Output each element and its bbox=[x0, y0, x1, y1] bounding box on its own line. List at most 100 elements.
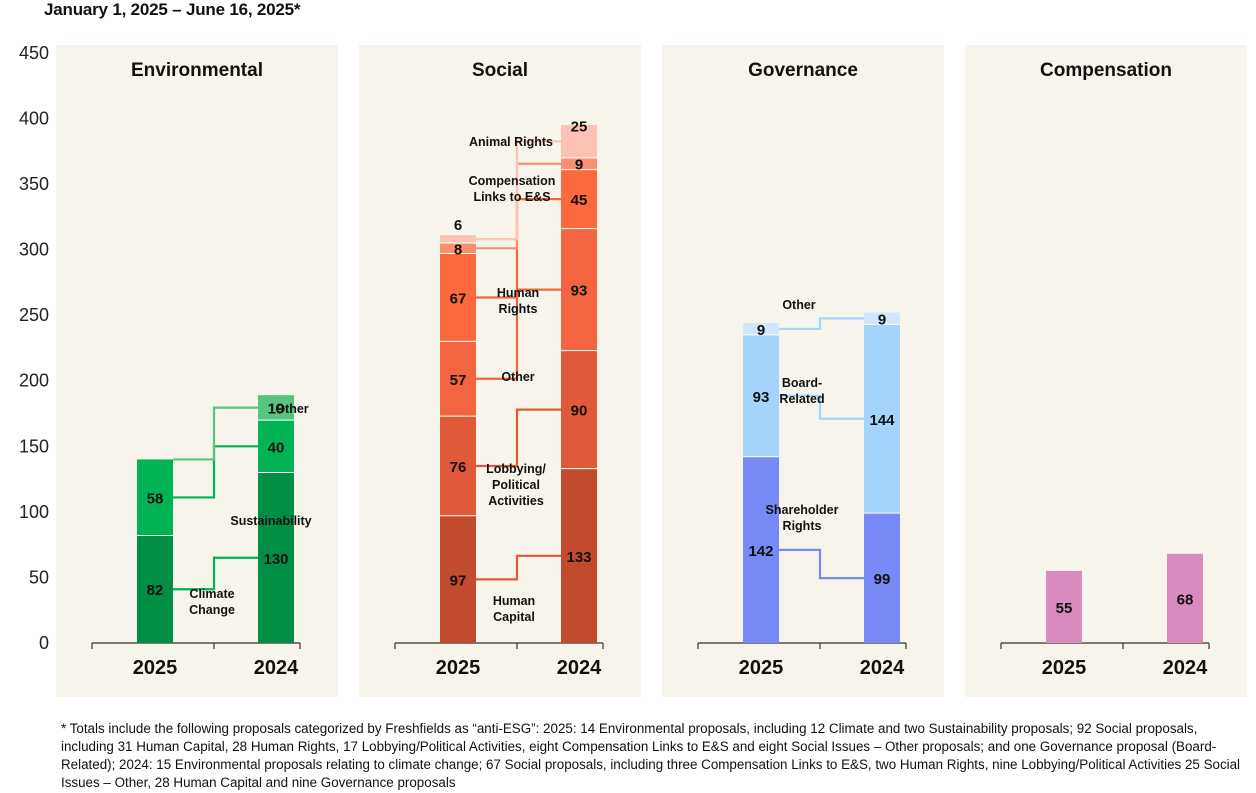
y-tick-label: 200 bbox=[19, 371, 49, 391]
panel-background bbox=[965, 45, 1247, 697]
series-connector-line bbox=[173, 445, 258, 499]
y-tick-label: 0 bbox=[39, 633, 49, 653]
bar-segment bbox=[1167, 553, 1203, 643]
series-label: Other bbox=[501, 370, 534, 384]
series-label: Climate bbox=[189, 587, 234, 601]
series-connector-line bbox=[779, 548, 864, 580]
y-tick-label: 50 bbox=[29, 567, 49, 587]
series-connector-line bbox=[173, 556, 258, 591]
data-label: 9 bbox=[757, 322, 765, 339]
series-connector-line bbox=[476, 140, 561, 241]
bar-segment bbox=[258, 395, 294, 421]
y-tick-label: 300 bbox=[19, 240, 49, 260]
data-label: 144 bbox=[869, 412, 895, 429]
bar-segment bbox=[561, 228, 597, 351]
bar-segment bbox=[743, 334, 779, 457]
series-connector-line bbox=[779, 317, 864, 331]
panel-title: Environmental bbox=[131, 60, 263, 81]
bar-segment bbox=[258, 472, 294, 643]
series-label: Other bbox=[275, 402, 308, 416]
series-connector-line bbox=[173, 406, 258, 461]
bar-segment bbox=[561, 169, 597, 229]
bar-segment bbox=[440, 341, 476, 417]
x-category-label: 2025 bbox=[1042, 657, 1087, 679]
series-label: Rights bbox=[499, 302, 538, 316]
bar-segment bbox=[137, 459, 173, 536]
series-label: Animal Rights bbox=[469, 135, 553, 149]
y-tick-label: 400 bbox=[19, 108, 49, 128]
series-label: Change bbox=[189, 603, 235, 617]
series-label: Human bbox=[497, 286, 539, 300]
data-label: 93 bbox=[753, 389, 770, 406]
bar-segment bbox=[258, 420, 294, 473]
data-label: 9 bbox=[878, 311, 886, 328]
data-label: 68 bbox=[1177, 591, 1194, 608]
bar-segment bbox=[440, 515, 476, 643]
x-category-label: 2025 bbox=[436, 657, 481, 679]
y-tick-label: 250 bbox=[19, 305, 49, 325]
x-category-label: 2024 bbox=[1163, 657, 1208, 679]
data-label: 6 bbox=[454, 217, 462, 234]
series-label: Rights bbox=[783, 519, 822, 533]
bar-segment bbox=[561, 157, 597, 170]
x-category-label: 2024 bbox=[557, 657, 602, 679]
x-category-label: 2025 bbox=[133, 657, 178, 679]
series-label: Human bbox=[493, 594, 535, 608]
y-tick-label: 450 bbox=[19, 43, 49, 63]
data-label: 58 bbox=[147, 490, 164, 507]
series-connector-line bbox=[476, 408, 561, 468]
panel-title: Social bbox=[472, 60, 528, 81]
series-connector-line bbox=[779, 394, 864, 420]
bar-segment bbox=[1046, 570, 1082, 643]
bar-segment bbox=[864, 312, 900, 325]
bar-segment bbox=[440, 416, 476, 516]
data-label: 97 bbox=[450, 572, 467, 589]
bar-segment bbox=[440, 235, 476, 244]
series-label: Compensation bbox=[469, 174, 556, 188]
bar-segment bbox=[440, 253, 476, 342]
panel-background bbox=[662, 45, 944, 697]
data-label: 133 bbox=[566, 549, 591, 566]
data-label: 19 bbox=[268, 401, 285, 418]
bar-segment bbox=[864, 324, 900, 514]
footnote: * Totals include the following proposals… bbox=[61, 721, 1241, 790]
data-label: 8 bbox=[454, 241, 462, 258]
data-label: 99 bbox=[874, 571, 891, 588]
series-label: Related bbox=[779, 392, 824, 406]
data-label: 90 bbox=[571, 403, 588, 420]
y-tick-label: 100 bbox=[19, 502, 49, 522]
data-label: 82 bbox=[147, 582, 164, 599]
bar-segment bbox=[561, 125, 597, 158]
data-label: 9 bbox=[575, 157, 583, 174]
data-label: 93 bbox=[571, 283, 588, 300]
data-label: 40 bbox=[268, 439, 285, 456]
x-category-label: 2024 bbox=[860, 657, 905, 679]
y-tick-label: 150 bbox=[19, 436, 49, 456]
x-category-label: 2024 bbox=[254, 657, 299, 679]
data-label: 67 bbox=[450, 290, 467, 307]
bar-segment bbox=[561, 350, 597, 469]
panel-title: Governance bbox=[748, 60, 858, 81]
bar-segment bbox=[561, 468, 597, 643]
series-connector-line bbox=[476, 554, 561, 581]
series-label: Capital bbox=[493, 610, 535, 624]
chart-subtitle: January 1, 2025 – June 16, 2025* bbox=[44, 0, 301, 19]
series-label: Activities bbox=[488, 494, 544, 508]
data-label: 57 bbox=[450, 372, 467, 389]
bar-segment bbox=[743, 323, 779, 335]
series-label: Political bbox=[492, 478, 540, 492]
bar-segment bbox=[137, 535, 173, 643]
series-connector-line bbox=[476, 288, 561, 380]
bar-segment bbox=[864, 513, 900, 643]
data-label: 142 bbox=[748, 543, 773, 560]
series-label: Links to E&S bbox=[473, 190, 550, 204]
data-label: 25 bbox=[571, 118, 588, 135]
panel-title: Compensation bbox=[1040, 60, 1172, 81]
series-label: Board- bbox=[782, 376, 822, 390]
bar-segment bbox=[440, 243, 476, 254]
series-label: Lobbying/ bbox=[486, 462, 546, 476]
y-tick-label: 350 bbox=[19, 174, 49, 194]
bar-segment bbox=[743, 456, 779, 643]
x-category-label: 2025 bbox=[739, 657, 784, 679]
